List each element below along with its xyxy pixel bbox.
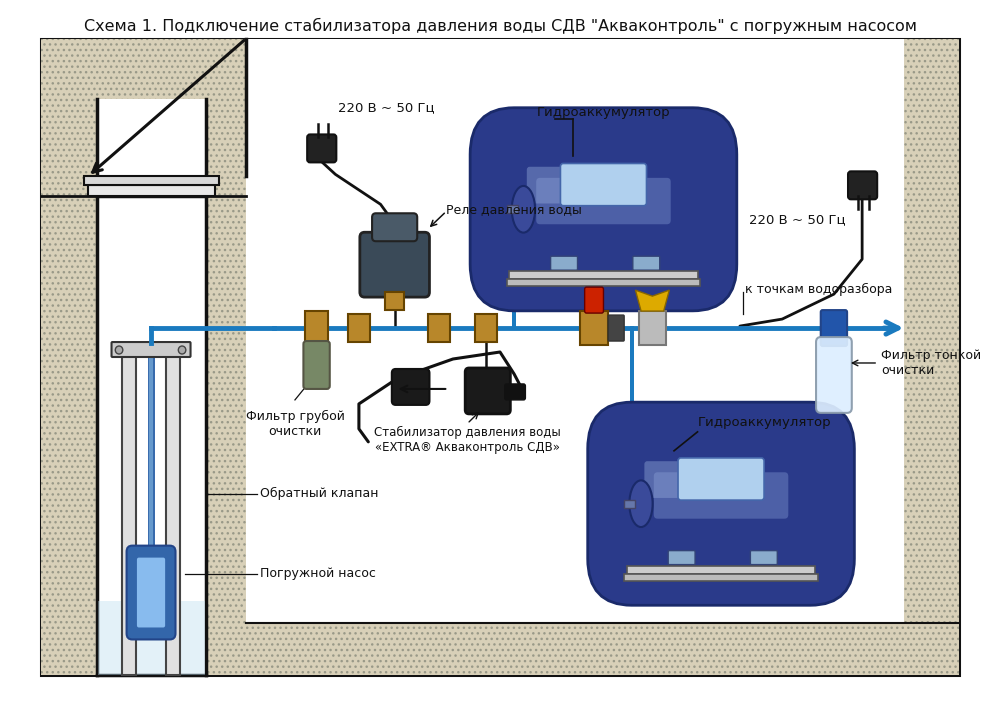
FancyBboxPatch shape	[137, 558, 165, 628]
Bar	[246, 623, 904, 675]
Text: Обратный клапан: Обратный клапан	[260, 487, 379, 501]
FancyBboxPatch shape	[303, 341, 330, 389]
Bar	[97, 99, 206, 675]
Bar	[624, 573, 818, 580]
FancyBboxPatch shape	[307, 134, 336, 162]
FancyBboxPatch shape	[372, 213, 417, 241]
Bar	[428, 314, 450, 342]
FancyBboxPatch shape	[560, 164, 647, 206]
Text: Гидроаккумулятор: Гидроаккумулятор	[537, 106, 670, 119]
Bar	[385, 292, 404, 310]
Text: Реле давления воды: Реле давления воды	[446, 203, 582, 216]
Text: Стабилизатор давления воды
«EXTRA® Акваконтроль СДВ»: Стабилизатор давления воды «EXTRA® Аквак…	[374, 426, 560, 454]
Text: Фильтр грубой
очистки: Фильтр грубой очистки	[246, 410, 344, 438]
FancyBboxPatch shape	[360, 232, 429, 297]
Bar	[348, 314, 370, 342]
Bar	[98, 600, 205, 675]
Circle shape	[178, 346, 186, 354]
FancyBboxPatch shape	[644, 461, 748, 498]
FancyBboxPatch shape	[112, 342, 191, 357]
Text: 220 В ~ 50 Гц: 220 В ~ 50 Гц	[338, 101, 435, 114]
Bar	[246, 39, 904, 623]
FancyBboxPatch shape	[551, 256, 578, 270]
FancyBboxPatch shape	[127, 545, 175, 640]
Text: 220 В ~ 50 Гц: 220 В ~ 50 Гц	[749, 213, 845, 226]
Bar	[41, 39, 246, 675]
Text: к точкам водоразбора: к точкам водоразбора	[745, 283, 892, 296]
Ellipse shape	[629, 481, 653, 527]
FancyBboxPatch shape	[392, 369, 429, 405]
Bar	[246, 623, 904, 675]
Bar	[639, 311, 666, 345]
FancyBboxPatch shape	[608, 315, 624, 341]
Bar	[507, 206, 518, 213]
Circle shape	[115, 346, 123, 354]
Text: Схема 1. Подключение стабилизатора давления воды СДВ "Акваконтроль" с погружным : Схема 1. Подключение стабилизатора давле…	[84, 18, 916, 34]
Bar	[41, 39, 246, 675]
Bar	[904, 39, 959, 675]
Bar	[580, 311, 608, 345]
FancyBboxPatch shape	[470, 108, 737, 311]
Bar	[166, 356, 180, 675]
FancyBboxPatch shape	[633, 256, 660, 270]
FancyBboxPatch shape	[668, 550, 695, 565]
Bar	[475, 314, 497, 342]
Bar	[305, 311, 328, 345]
Bar	[84, 176, 219, 186]
Text: Погружной насос: Погружной насос	[260, 567, 376, 580]
FancyBboxPatch shape	[848, 171, 877, 199]
Bar	[627, 565, 815, 573]
Text: Фильтр тонкой
очистки: Фильтр тонкой очистки	[881, 349, 981, 377]
FancyBboxPatch shape	[654, 472, 788, 518]
FancyBboxPatch shape	[585, 287, 603, 313]
FancyBboxPatch shape	[678, 458, 764, 500]
FancyBboxPatch shape	[505, 384, 525, 400]
Polygon shape	[635, 290, 669, 311]
Bar	[904, 39, 959, 675]
FancyBboxPatch shape	[465, 368, 510, 414]
FancyBboxPatch shape	[750, 550, 777, 565]
FancyBboxPatch shape	[527, 167, 631, 203]
FancyBboxPatch shape	[816, 337, 852, 413]
Bar	[509, 271, 698, 279]
Bar	[88, 186, 215, 196]
Bar	[41, 39, 959, 675]
Bar	[122, 356, 136, 675]
Text: Гидроаккумулятор: Гидроаккумулятор	[698, 416, 831, 429]
FancyBboxPatch shape	[821, 310, 847, 346]
Bar	[624, 500, 635, 508]
Bar	[507, 279, 700, 286]
FancyBboxPatch shape	[536, 178, 671, 224]
FancyBboxPatch shape	[588, 402, 854, 605]
Ellipse shape	[512, 186, 535, 233]
